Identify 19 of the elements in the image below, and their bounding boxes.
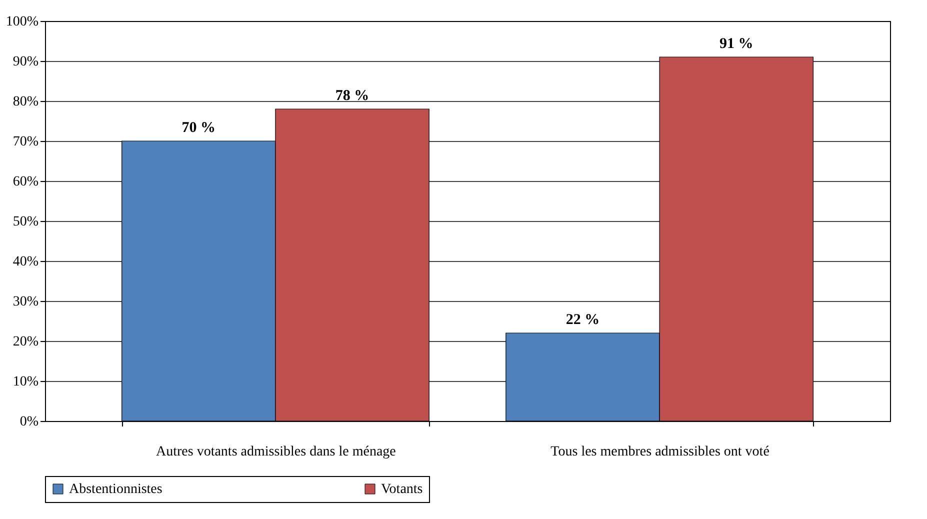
data-label: 70 % (182, 120, 216, 136)
x-tick-label: Tous les membres admissibles ont voté (550, 444, 770, 460)
y-tick-label: 70% (12, 134, 39, 150)
y-tick-label: 40% (12, 254, 39, 270)
y-tick-label: 80% (12, 94, 39, 110)
y-tick-label: 10% (12, 374, 39, 390)
legend-label: Abstentionnistes (69, 482, 162, 497)
y-tick-label: 90% (12, 54, 39, 70)
x-tick-label: Autres votants admissibles dans le ménage (156, 444, 396, 460)
y-tick-label: 60% (12, 174, 39, 190)
data-label: 91 % (719, 36, 754, 52)
y-tick-label: 20% (12, 334, 39, 350)
data-label: 22 % (566, 312, 600, 328)
data-label: 78 % (335, 88, 370, 104)
y-tick-label: 0% (20, 414, 39, 430)
y-tick-label: 50% (12, 214, 39, 230)
y-tick-label: 100% (6, 14, 39, 30)
y-tick-label: 30% (12, 294, 39, 310)
legend-label: Votants (381, 482, 423, 497)
